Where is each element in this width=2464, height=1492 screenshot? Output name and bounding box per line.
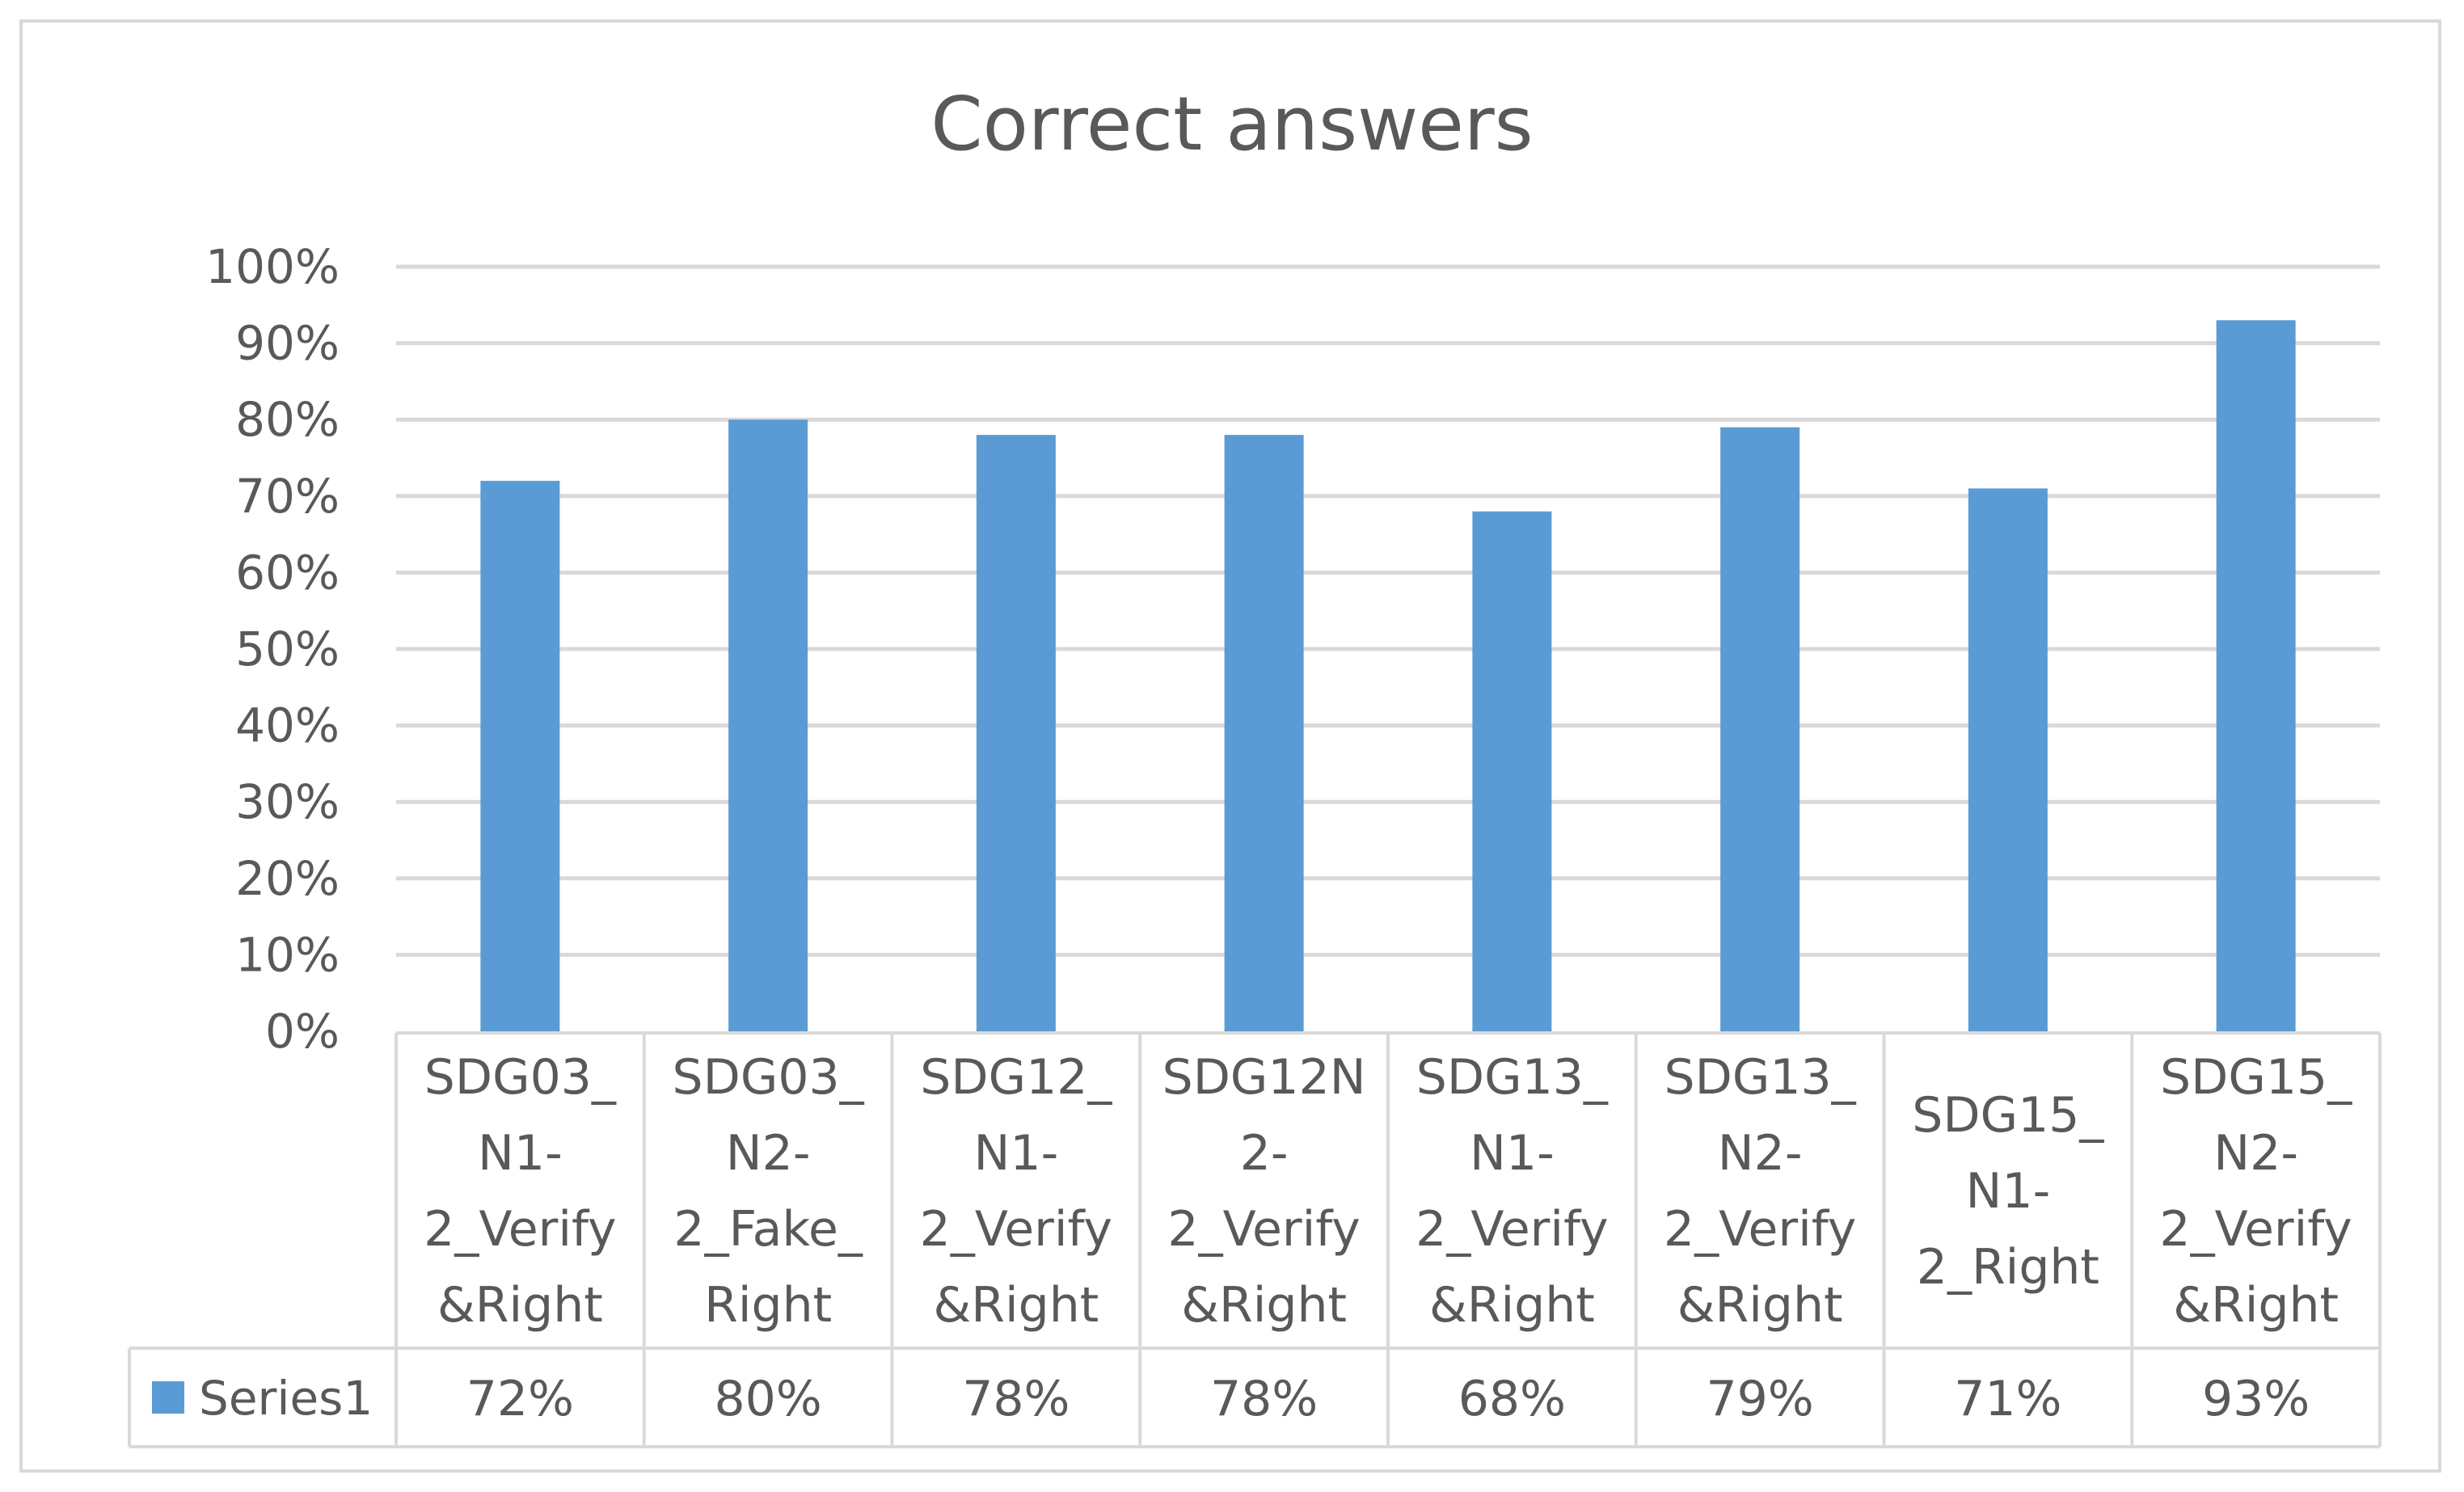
bar — [2216, 320, 2296, 1032]
data-label: 72% — [466, 1371, 574, 1427]
category-label: SDG12N — [1162, 1049, 1366, 1106]
bar — [1968, 488, 2048, 1031]
y-tick-label: 50% — [235, 622, 340, 676]
category-label: SDG15_ — [1912, 1087, 2104, 1144]
category-label: &Right — [1429, 1277, 1595, 1334]
legend-swatch — [152, 1381, 184, 1414]
category-label: N2- — [2213, 1125, 2298, 1182]
data-label: 79% — [1706, 1371, 1813, 1427]
bar — [1472, 511, 1552, 1031]
category-label: SDG03_ — [673, 1049, 865, 1106]
category-label: N1- — [478, 1125, 563, 1182]
category-label: 2_Verify — [2159, 1201, 2352, 1258]
y-tick-label: 100% — [205, 239, 340, 294]
y-tick-label: 10% — [235, 927, 340, 982]
y-tick-label: 20% — [235, 851, 340, 906]
data-label: 80% — [714, 1371, 821, 1427]
bar — [728, 419, 808, 1031]
bar — [480, 480, 560, 1031]
category-label: &Right — [1181, 1277, 1347, 1334]
category-label: 2_Verify — [1416, 1201, 1608, 1258]
category-label: &Right — [1677, 1277, 1843, 1334]
y-tick-label: 80% — [235, 392, 340, 447]
category-label: SDG15_ — [2160, 1049, 2352, 1106]
category-label: SDG13_ — [1416, 1049, 1609, 1106]
bar — [1224, 435, 1304, 1031]
category-label: N2- — [726, 1125, 811, 1182]
category-label: &Right — [2173, 1277, 2339, 1334]
category-label: 2- — [1240, 1125, 1289, 1182]
data-label: 93% — [2202, 1371, 2310, 1427]
data-label: 71% — [1954, 1371, 2061, 1427]
category-label: 2_Verify — [1664, 1201, 1856, 1258]
category-label: SDG13_ — [1664, 1049, 1857, 1106]
category-label: 2_Verify — [920, 1201, 1112, 1258]
y-tick-label: 90% — [235, 316, 340, 371]
data-label: 78% — [1210, 1371, 1318, 1427]
category-label: 2_Verify — [1167, 1201, 1360, 1258]
category-label: SDG03_ — [424, 1049, 617, 1106]
category-label: &Right — [437, 1277, 603, 1334]
y-tick-label: 0% — [265, 1004, 340, 1059]
bar — [976, 435, 1056, 1031]
data-label: 78% — [962, 1371, 1070, 1427]
category-label: N2- — [1718, 1125, 1803, 1182]
category-label: 2_Fake_ — [673, 1201, 863, 1258]
category-label: N1- — [1966, 1163, 2051, 1220]
y-tick-label: 60% — [235, 545, 340, 600]
category-label: N1- — [1470, 1125, 1555, 1182]
y-tick-label: 30% — [235, 774, 340, 829]
chart-title: Correct answers — [930, 81, 1534, 167]
category-label: Right — [704, 1277, 832, 1334]
y-tick-label: 40% — [235, 698, 340, 753]
y-tick-label: 70% — [235, 469, 340, 524]
category-label: SDG12_ — [920, 1049, 1112, 1106]
category-label: 2_Right — [1917, 1239, 2099, 1296]
category-label: &Right — [933, 1277, 1099, 1334]
legend-label: Series1 — [199, 1371, 373, 1426]
bar — [1720, 427, 1800, 1031]
data-label: 68% — [1458, 1371, 1566, 1427]
category-label: 2_Verify — [424, 1201, 616, 1258]
category-label: N1- — [974, 1125, 1059, 1182]
